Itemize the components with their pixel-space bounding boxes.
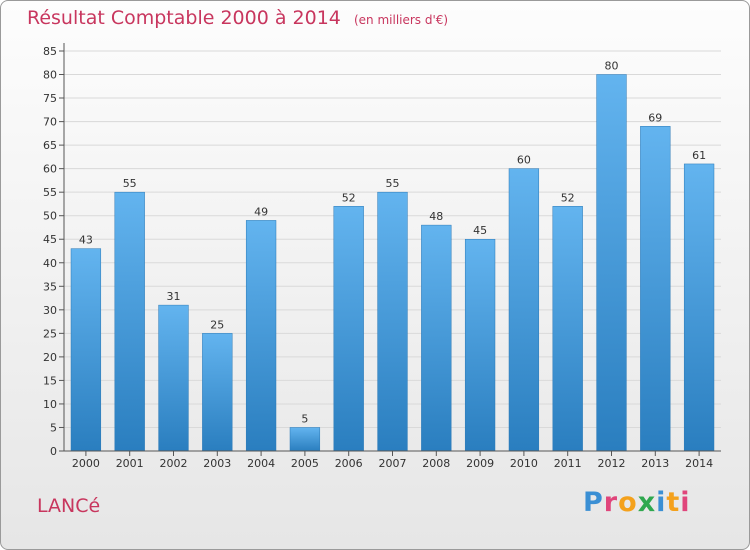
logo-letter: i: [656, 487, 667, 518]
y-tick-label: 45: [43, 233, 57, 246]
logo-letter: i: [680, 487, 691, 518]
x-tick-label-2000: 2000: [72, 457, 100, 470]
value-label-2008: 48: [429, 210, 443, 223]
y-tick-label: 55: [43, 186, 57, 199]
value-label-2005: 5: [301, 412, 308, 425]
bar-2002[interactable]: [158, 304, 189, 452]
bar-2014[interactable]: [683, 163, 715, 452]
x-tick-label-2006: 2006: [335, 457, 363, 470]
value-label-2011: 52: [561, 191, 575, 204]
value-label-2003: 25: [210, 318, 224, 331]
y-tick-label: 75: [43, 92, 57, 105]
y-tick-label: 40: [43, 257, 57, 270]
logo-letter: t: [666, 487, 681, 518]
bar-2009[interactable]: [464, 238, 496, 452]
bar-2011[interactable]: [552, 206, 583, 452]
value-label-2006: 52: [342, 191, 356, 204]
y-tick-label: 60: [43, 163, 57, 176]
chart-title: Résultat Comptable 2000 à 2014 (en milli…: [27, 7, 448, 29]
bar-2008[interactable]: [421, 224, 452, 452]
chart-title-main: Résultat Comptable 2000 à 2014: [27, 7, 341, 29]
value-label-2014: 61: [692, 149, 706, 162]
x-tick-label-2009: 2009: [466, 457, 494, 470]
x-tick-label-2012: 2012: [598, 457, 626, 470]
x-tick-label-2013: 2013: [641, 457, 669, 470]
y-tick-label: 65: [43, 139, 57, 152]
logo-letter: o: [618, 487, 638, 518]
chart-title-unit: (en milliers d'€): [353, 13, 449, 27]
value-label-2004: 49: [254, 205, 268, 218]
bar-2007[interactable]: [377, 191, 408, 452]
bar-2003[interactable]: [202, 333, 233, 452]
x-tick-label-2014: 2014: [685, 457, 713, 470]
bar-2004[interactable]: [245, 220, 277, 452]
bar-2001[interactable]: [114, 191, 145, 452]
value-label-2013: 69: [648, 111, 662, 124]
x-tick-label-2003: 2003: [203, 457, 231, 470]
y-tick-label: 15: [43, 374, 57, 387]
y-tick-label: 10: [43, 398, 57, 411]
commune-name: LANCé: [37, 495, 101, 517]
bar-2006[interactable]: [333, 206, 364, 452]
value-label-2002: 31: [167, 290, 181, 303]
bar-2010[interactable]: [508, 168, 540, 452]
y-tick-label: 5: [50, 421, 57, 434]
value-label-2001: 55: [123, 177, 137, 190]
value-label-2007: 55: [386, 177, 400, 190]
x-tick-label-2002: 2002: [160, 457, 188, 470]
bar-2005[interactable]: [289, 427, 321, 452]
logo-letter: P: [583, 487, 604, 518]
y-tick-label: 0: [50, 445, 57, 458]
x-tick-label-2008: 2008: [422, 457, 450, 470]
logo-letter: x: [637, 487, 657, 518]
y-tick-label: 25: [43, 327, 57, 340]
x-tick-label-2007: 2007: [379, 457, 407, 470]
x-tick-label-2005: 2005: [291, 457, 319, 470]
x-tick-label-2004: 2004: [247, 457, 275, 470]
y-tick-label: 70: [43, 116, 57, 129]
y-tick-label: 50: [43, 210, 57, 223]
bar-2000[interactable]: [70, 248, 102, 452]
value-label-2009: 45: [473, 224, 487, 237]
y-tick-label: 35: [43, 280, 57, 293]
value-label-2000: 43: [79, 234, 93, 247]
logo-letter: r: [603, 487, 619, 518]
bar-2012[interactable]: [596, 74, 627, 452]
x-tick-label-2011: 2011: [554, 457, 582, 470]
x-tick-label-2001: 2001: [116, 457, 144, 470]
y-tick-label: 85: [43, 45, 57, 58]
value-label-2010: 60: [517, 154, 531, 167]
x-tick-label-2010: 2010: [510, 457, 538, 470]
y-tick-label: 30: [43, 304, 57, 317]
bar-2013[interactable]: [640, 126, 671, 452]
y-tick-label: 20: [43, 351, 57, 364]
y-tick-label: 80: [43, 69, 57, 82]
proxiti-logo[interactable]: Proxiti: [583, 487, 691, 518]
value-label-2012: 80: [605, 60, 619, 73]
